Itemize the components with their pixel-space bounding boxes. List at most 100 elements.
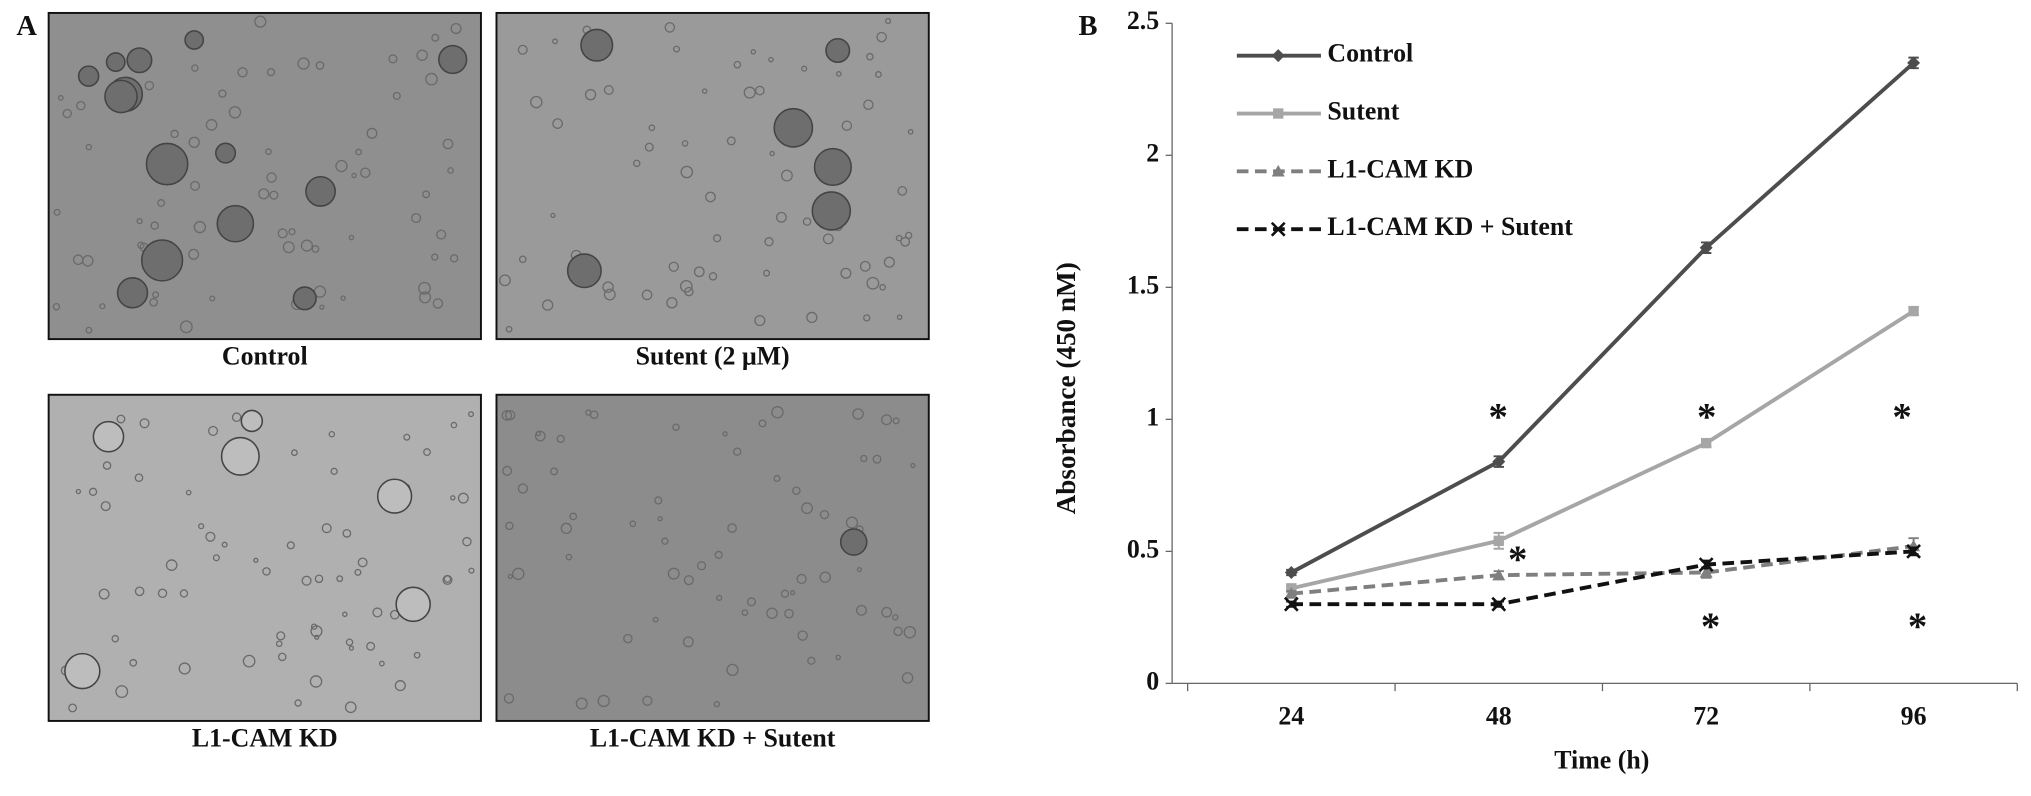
cell (667, 567, 680, 580)
y-tick-label: 0 (1146, 666, 1159, 695)
cell (254, 15, 267, 28)
x-tick-label: 72 (1693, 701, 1719, 730)
cell (330, 467, 338, 475)
legend-marker (1271, 49, 1285, 63)
caption: L1-CAM KD (192, 723, 338, 752)
cell (53, 208, 61, 216)
cell (98, 588, 110, 600)
cell (801, 65, 808, 72)
cell (345, 638, 354, 646)
cell (360, 167, 371, 178)
cell (68, 703, 77, 713)
cell (679, 279, 693, 293)
cell (416, 49, 428, 61)
colony (92, 420, 125, 453)
cell (797, 630, 808, 641)
cell (892, 417, 900, 425)
cell (354, 568, 362, 576)
cell (253, 557, 259, 563)
cell (668, 261, 679, 272)
cell (447, 167, 454, 174)
cell (75, 488, 82, 495)
cell (819, 571, 831, 583)
cell (134, 586, 145, 597)
cell (773, 474, 781, 483)
cell (884, 18, 892, 25)
cell (682, 636, 694, 648)
cell (733, 447, 742, 456)
cell (801, 502, 813, 515)
colony (839, 528, 868, 556)
cell (372, 607, 383, 618)
cell (419, 291, 432, 304)
cell (82, 255, 94, 267)
cell (275, 640, 283, 648)
cell (705, 191, 716, 203)
cell (802, 217, 812, 226)
cell (185, 489, 192, 496)
cell (468, 567, 475, 574)
cell (780, 169, 793, 182)
colony (566, 253, 602, 289)
colony (220, 436, 260, 476)
cell (896, 314, 903, 321)
cell (530, 95, 543, 109)
cell (733, 60, 742, 69)
cell (85, 326, 93, 334)
legend-marker (1273, 108, 1284, 119)
cell (541, 299, 554, 311)
cell (276, 631, 286, 641)
cell (764, 237, 774, 247)
x-axis-label: Time (h) (1554, 745, 1649, 774)
cell (205, 531, 216, 542)
cell (512, 567, 525, 581)
series-line (1290, 309, 1915, 591)
cell (411, 212, 422, 224)
annotation: * (1489, 396, 1508, 439)
cell (535, 430, 542, 437)
y-tick-label: 1 (1146, 402, 1159, 431)
cell (178, 662, 191, 675)
cell (768, 56, 774, 63)
cell (664, 22, 676, 33)
cell (425, 72, 438, 86)
series-line (1291, 549, 1914, 607)
cell (191, 64, 199, 72)
cell (501, 410, 513, 421)
cell (696, 561, 707, 571)
cell (340, 295, 346, 301)
colony (395, 586, 431, 623)
colony (105, 52, 126, 73)
legend-label: Control (1327, 39, 1413, 68)
cell (57, 94, 64, 101)
colony (216, 204, 255, 243)
cell (351, 172, 357, 179)
cell (366, 641, 376, 651)
cell (179, 589, 189, 598)
colony (140, 239, 184, 282)
cell (262, 567, 271, 576)
cell (321, 523, 332, 534)
legend-label: L1-CAM KD (1327, 154, 1473, 183)
cell (629, 520, 637, 528)
cell (784, 608, 794, 619)
cell (269, 190, 279, 200)
colony (240, 409, 264, 433)
cell (835, 71, 842, 77)
cell (134, 473, 144, 483)
cell (266, 172, 277, 183)
cell (904, 231, 913, 240)
cell (517, 44, 528, 55)
cell (450, 22, 462, 35)
cell (652, 616, 659, 623)
cell (883, 256, 895, 268)
cell (769, 150, 775, 157)
cell (503, 693, 515, 704)
cell (423, 448, 431, 457)
cell (462, 536, 472, 547)
cell (242, 654, 256, 668)
x-tick-label: 24 (1278, 701, 1304, 730)
cell (789, 589, 796, 596)
cell (378, 660, 385, 667)
series-line (1291, 544, 1914, 596)
